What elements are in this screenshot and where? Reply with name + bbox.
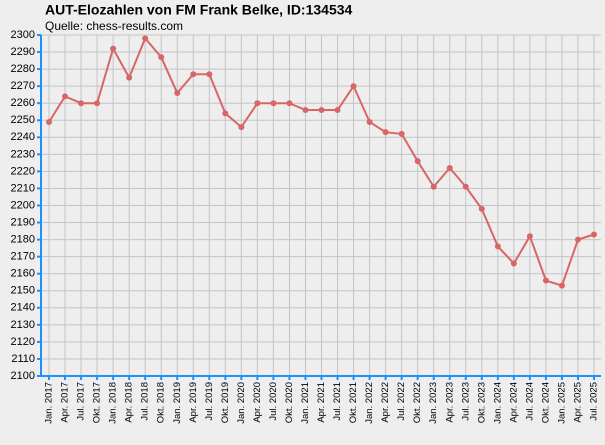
x-tick-label: Apr. 2020	[252, 382, 263, 423]
x-tick-label: Jul. 2025	[589, 382, 600, 421]
point	[334, 107, 341, 114]
y-tick-label: 2120	[11, 336, 35, 348]
point	[222, 110, 229, 117]
chart-title: AUT-Elozahlen von FM Frank Belke, ID:134…	[45, 2, 353, 18]
point	[62, 93, 69, 100]
x-tick-label: Apr. 2018	[124, 382, 135, 423]
point	[110, 45, 117, 52]
point	[430, 183, 437, 190]
x-tick-label: Jan. 2019	[172, 382, 183, 424]
point	[542, 277, 549, 284]
point	[238, 124, 245, 131]
y-tick-label: 2150	[11, 285, 35, 297]
point	[78, 100, 85, 107]
x-tick-label: Jul. 2024	[524, 382, 535, 421]
x-tick-label: Jan. 2017	[44, 382, 55, 424]
x-tick-label: Jan. 2024	[492, 382, 503, 424]
y-tick-label: 2230	[11, 148, 35, 160]
x-tick-label: Jul. 2019	[204, 382, 215, 421]
x-tick-label: Okt. 2023	[476, 382, 487, 423]
y-tick-label: 2260	[11, 97, 35, 109]
x-tick-label: Jul. 2020	[268, 382, 279, 421]
x-tick-label: Jan. 2025	[556, 382, 567, 424]
point	[270, 100, 277, 107]
x-tick-label: Apr. 2024	[508, 382, 519, 423]
point	[126, 74, 133, 81]
y-tick-label: 2200	[11, 199, 35, 211]
y-tick-label: 2160	[11, 268, 35, 280]
x-tick-label: Okt. 2018	[156, 382, 167, 423]
y-tick-label: 2100	[11, 370, 35, 382]
y-tick-label: 2110	[11, 353, 35, 365]
y-tick-label: 2210	[11, 182, 35, 194]
y-tick-label: 2130	[11, 319, 35, 331]
x-tick-label: Apr. 2021	[316, 382, 327, 423]
chart-subtitle: Quelle: chess-results.com	[45, 19, 183, 33]
x-tick-label: Okt. 2017	[92, 382, 103, 423]
point	[398, 130, 405, 137]
point	[382, 129, 389, 136]
point	[254, 100, 261, 107]
x-tick-label: Apr. 2025	[572, 382, 583, 423]
point	[414, 158, 421, 165]
point	[350, 83, 357, 90]
x-tick-label: Jul. 2018	[140, 382, 151, 421]
point	[318, 107, 325, 114]
point	[462, 183, 469, 190]
x-tick-label: Okt. 2021	[348, 382, 359, 423]
x-tick-label: Jan. 2021	[300, 382, 311, 424]
x-tick-label: Okt. 2022	[412, 382, 423, 423]
point	[510, 260, 517, 267]
x-tick-label: Jul. 2023	[460, 382, 471, 421]
y-tick-label: 2140	[11, 302, 35, 314]
y-tick-label: 2280	[11, 63, 35, 75]
x-tick-label: Okt. 2019	[220, 382, 231, 423]
x-tick-label: Apr. 2019	[188, 382, 199, 423]
y-tick-label: 2290	[11, 46, 35, 58]
y-tick-label: 2240	[11, 131, 35, 143]
point	[142, 35, 149, 42]
x-tick-label: Okt. 2024	[540, 382, 551, 423]
x-tick-label: Jul. 2017	[76, 382, 87, 421]
y-tick-label: 2250	[11, 114, 35, 126]
point	[558, 282, 565, 289]
point	[46, 118, 52, 125]
x-tick-label: Apr. 2022	[380, 382, 391, 423]
x-tick-label: Jan. 2022	[364, 382, 375, 424]
point	[574, 236, 581, 243]
x-tick-label: Apr. 2017	[60, 382, 71, 423]
y-tick-label: 2220	[11, 165, 35, 177]
point	[591, 231, 597, 238]
x-tick-label: Jul. 2021	[332, 382, 343, 421]
x-tick-label: Apr. 2023	[444, 382, 455, 423]
y-tick-label: 2300	[11, 29, 35, 41]
point	[526, 233, 533, 240]
point	[94, 100, 101, 107]
y-tick-label: 2170	[11, 251, 35, 263]
x-tick-label: Jan. 2018	[108, 382, 119, 424]
x-tick-label: Jan. 2020	[236, 382, 247, 424]
y-tick-label: 2270	[11, 80, 35, 92]
point	[478, 205, 485, 212]
point	[366, 118, 373, 125]
point	[446, 164, 453, 171]
y-tick-label: 2180	[11, 234, 35, 246]
x-tick-label: Okt. 2020	[284, 382, 295, 423]
point	[494, 243, 501, 250]
point	[286, 100, 293, 107]
point	[158, 54, 165, 61]
point	[174, 89, 181, 96]
point	[206, 71, 213, 78]
point	[190, 71, 197, 78]
x-tick-label: Jul. 2022	[396, 382, 407, 421]
point	[302, 107, 309, 114]
x-tick-label: Jan. 2023	[428, 382, 439, 424]
y-tick-label: 2190	[11, 216, 35, 228]
